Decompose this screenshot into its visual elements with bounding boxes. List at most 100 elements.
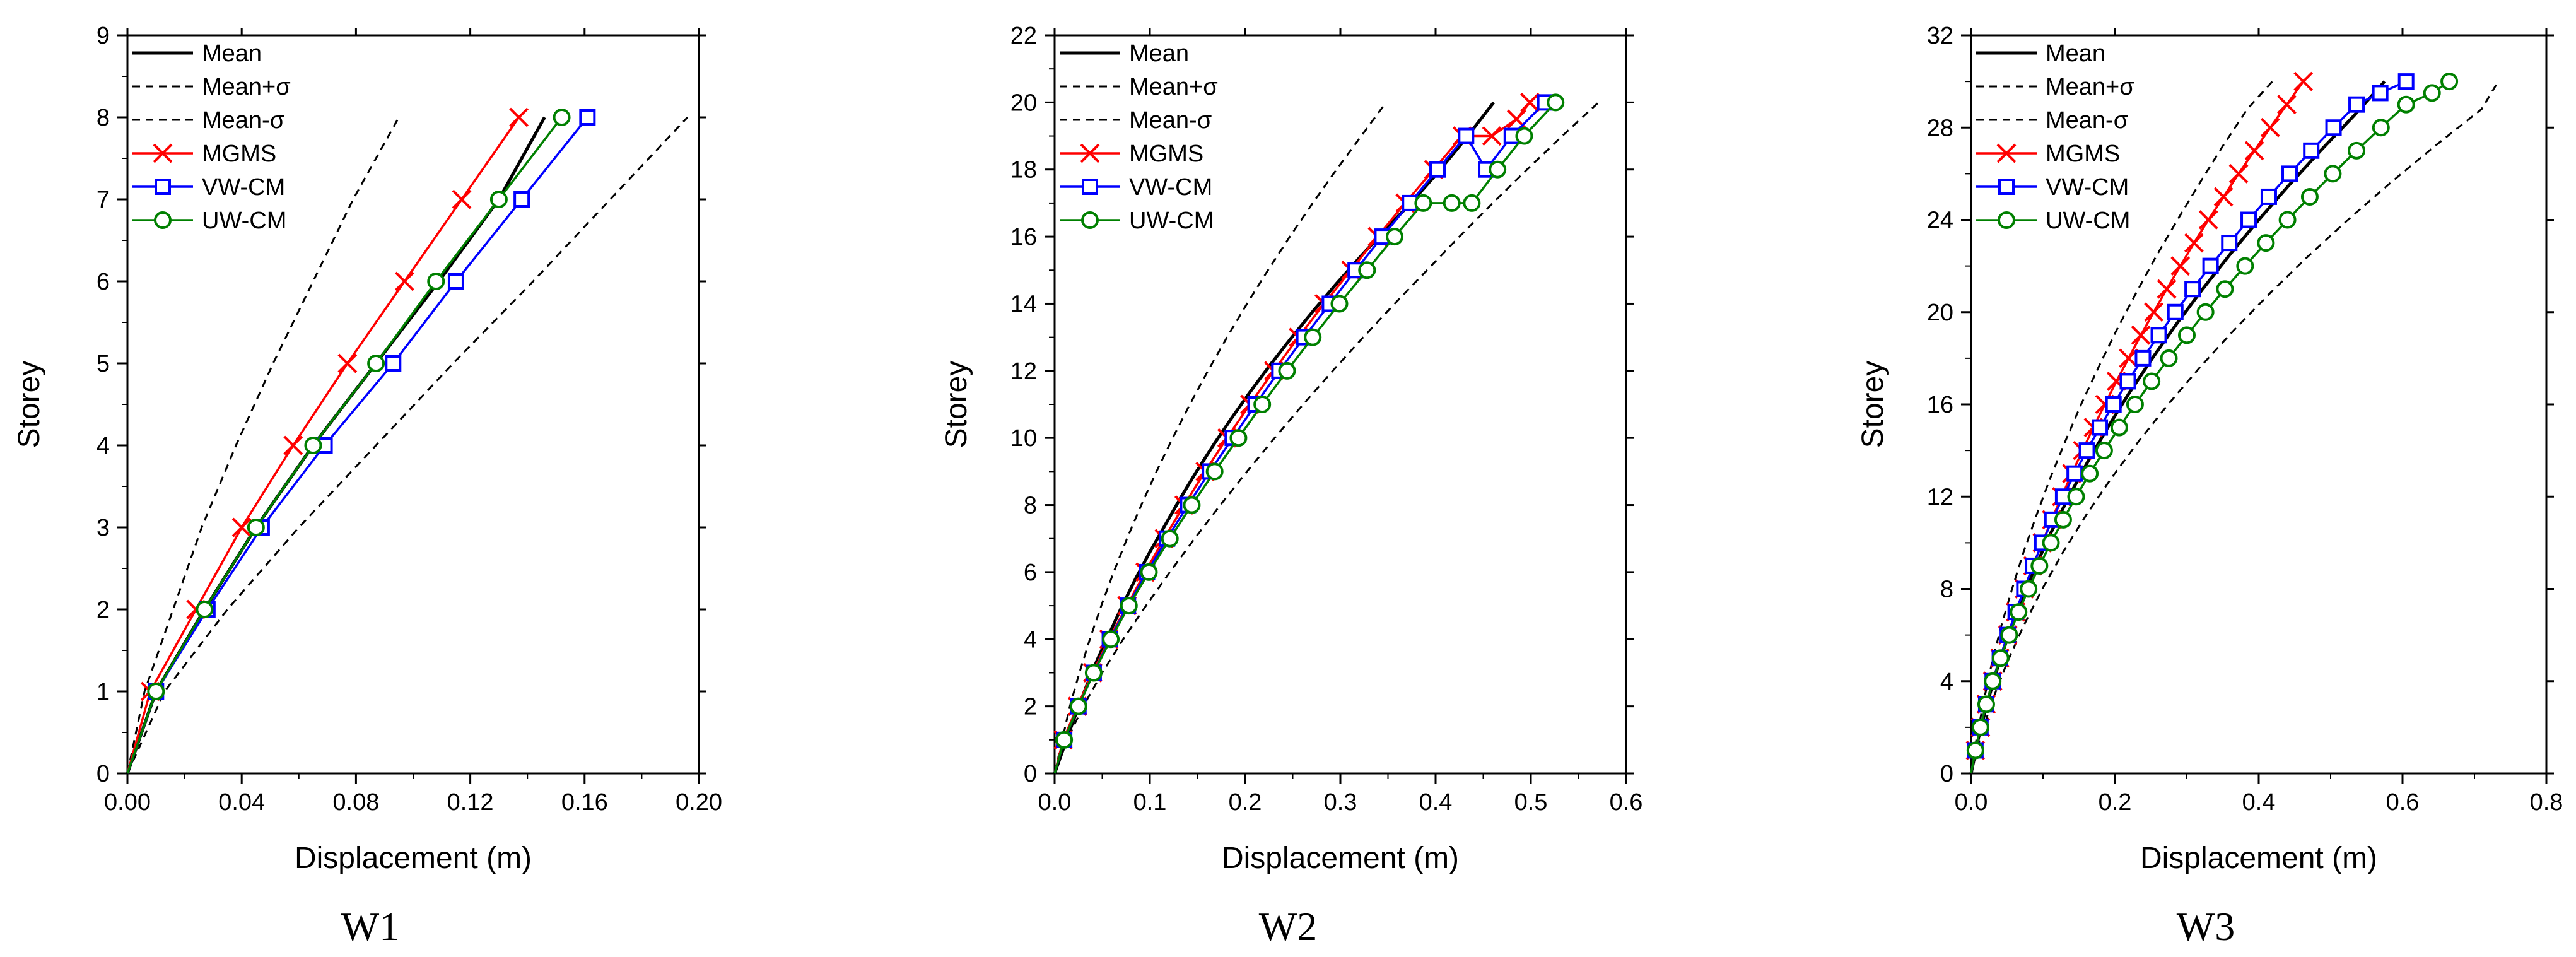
y-tick-label: 2 [1024, 694, 1037, 720]
data-point-uw-cm [2372, 119, 2390, 137]
data-point-uw-cm [2236, 257, 2254, 275]
y-tick-label: 0 [97, 761, 110, 787]
series-mgms [1053, 92, 1540, 774]
y-tick-label: 4 [1940, 669, 1953, 695]
data-point-vw-cm [2372, 85, 2389, 102]
series-mean [126, 116, 546, 774]
y-tick-label: 8 [97, 105, 110, 131]
x-axis-label: Displacement (m) [295, 842, 532, 875]
data-point-uw-cm [1515, 127, 1533, 145]
data-point-uw-cm [2423, 84, 2441, 102]
chart-panel-w2: 0.0 0.1 0.2 0.3 0.4 0.5 0.6 0 2 4 6 8 10 12 14 16 18 20 22… [940, 23, 1642, 949]
series-line-mean [126, 116, 546, 774]
data-point-vw-cm [2303, 142, 2320, 159]
legend-marker-uw-cm [154, 211, 172, 229]
data-point-vw-cm [1429, 161, 1446, 178]
x-tick-label: 0.0 [1955, 789, 1988, 816]
legend: Mean Mean+σ Mean-σ MGMS VW-CM UW-CM [1060, 40, 1218, 234]
data-point-uw-cm [1278, 361, 1296, 380]
data-point-mgms-b [2244, 141, 2264, 161]
data-point-mgms-b [2157, 279, 2177, 299]
x-tick-label: 0.0 [1038, 789, 1072, 816]
data-point-mgms-b [1506, 109, 1526, 129]
data-point-mgms-b [394, 271, 414, 291]
data-point-uw-cm [2348, 141, 2366, 160]
data-point-uw-cm [1102, 630, 1120, 649]
legend-label-mgms: MGMS [1129, 141, 1203, 167]
data-point-vw-cm [1458, 127, 1475, 144]
y-tick-label: 16 [1010, 224, 1037, 250]
data-point-vw-cm [2348, 96, 2365, 113]
data-point-uw-cm [367, 355, 385, 372]
x-axis-label: Displacement (m) [2140, 842, 2377, 875]
y-tick-label: 28 [1927, 115, 1953, 141]
data-point-mgms-b [2213, 187, 2234, 207]
data-point-uw-cm [1140, 563, 1158, 581]
data-point-uw-cm [1055, 731, 1074, 749]
series-line-mean [126, 117, 400, 774]
data-point-vw-cm [2397, 73, 2415, 90]
y-tick-label: 24 [1927, 208, 1953, 234]
x-tick-label: 0.8 [2530, 789, 2563, 816]
legend-marker-mgms-b [1996, 143, 2017, 163]
series-mean [1053, 102, 1600, 774]
x-tick-label: 0.3 [1324, 789, 1357, 816]
legend-label-mean: Mean [202, 40, 262, 67]
x-tick-label: 0.1 [1133, 789, 1167, 816]
data-point-uw-cm [147, 683, 165, 700]
y-tick-label: 20 [1927, 300, 1953, 326]
data-point-vw-cm [2066, 465, 2083, 482]
data-point-uw-cm [2095, 442, 2113, 460]
legend-label-mean: Mean [2046, 40, 2105, 67]
y-tick-label: 14 [1010, 291, 1037, 317]
data-point-mgms-b [509, 107, 529, 127]
x-tick-label: 0.6 [1610, 789, 1643, 816]
data-point-uw-cm [2278, 211, 2297, 229]
y-axis-label: Storey [13, 361, 46, 449]
data-point-mgms-b [283, 435, 303, 455]
data-point-vw-cm [2325, 119, 2342, 136]
y-tick-label: 12 [1927, 484, 1953, 510]
x-tick-label: 0.16 [561, 789, 608, 816]
data-point-vw-cm [579, 109, 596, 126]
data-point-uw-cm [1386, 228, 1404, 246]
data-point-uw-cm [1304, 328, 1322, 346]
data-point-mgms-b [2131, 325, 2151, 345]
data-point-uw-cm [1229, 429, 1248, 447]
data-point-uw-cm [2067, 488, 2085, 506]
legend: Mean Mean+σ Mean-σ MGMS VW-CM UW-CM [132, 40, 291, 234]
data-point-vw-cm [2240, 211, 2257, 228]
series-vw-cm [126, 109, 596, 774]
data-point-uw-cm [1161, 529, 1179, 548]
data-point-mgms-b [2119, 348, 2139, 368]
data-point-uw-cm [1991, 649, 2010, 667]
legend-label-uw-cm: UW-CM [2046, 208, 2130, 234]
data-point-vw-cm [2134, 349, 2152, 367]
y-tick-label: 0 [1940, 761, 1953, 787]
data-point-vw-cm [2119, 373, 2136, 390]
data-point-uw-cm [1358, 261, 1376, 279]
legend-label-mean: Mean [1129, 40, 1189, 67]
data-point-vw-cm [2202, 257, 2219, 274]
legend-marker-vw-cm [155, 179, 171, 195]
data-point-uw-cm [2178, 326, 2196, 344]
x-tick-label: 0.4 [2242, 789, 2276, 816]
data-point-mgms-b [2260, 117, 2280, 138]
x-tick-label: 0.20 [676, 789, 722, 816]
data-point-mgms-b [231, 517, 252, 537]
x-tick-label: 0.04 [218, 789, 265, 816]
panel-title: W2 [1259, 904, 1317, 949]
data-point-mgms-b [2277, 95, 2297, 115]
y-tick-label: 4 [97, 433, 110, 459]
legend-label-mean: Mean-σ [202, 107, 284, 134]
legend-marker-uw-cm [1998, 211, 2015, 229]
x-tick-label: 0.4 [1419, 789, 1453, 816]
data-point-uw-cm [553, 109, 571, 126]
data-point-vw-cm [2105, 396, 2122, 413]
data-point-uw-cm [304, 437, 322, 454]
panel-title: W1 [341, 904, 399, 949]
data-point-vw-cm [513, 191, 530, 208]
legend-marker-uw-cm [1081, 211, 1099, 229]
legend-marker-mgms-b [1080, 143, 1100, 163]
